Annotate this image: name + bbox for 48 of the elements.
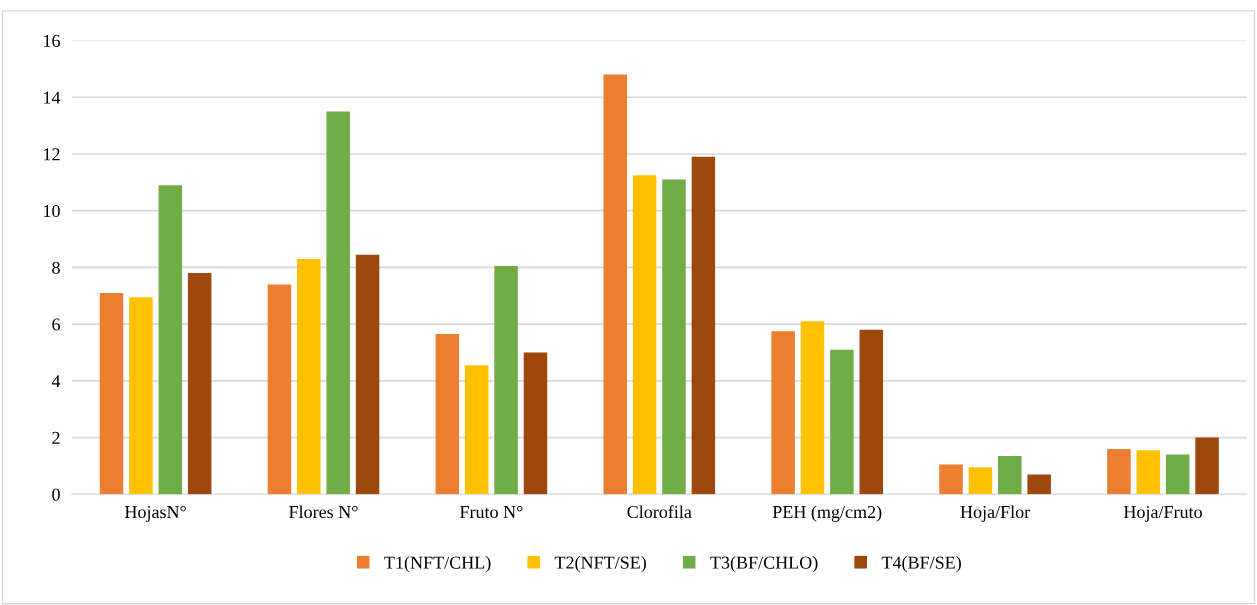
bar xyxy=(1136,450,1161,495)
bar xyxy=(158,185,183,495)
legend-label: T3(BF/CHLO) xyxy=(710,556,818,573)
x-tick-label: PEH (mg/cm2) xyxy=(772,505,882,522)
y-tick-label: 0 xyxy=(52,488,60,501)
y-tick-label: 10 xyxy=(44,204,60,218)
y-tick-label: 6 xyxy=(52,318,60,331)
bar xyxy=(355,254,380,495)
legend-label: T4(BF/SE) xyxy=(881,556,961,573)
y-tick-label: 14 xyxy=(44,91,61,104)
x-tick-label: Hoja/Fruto xyxy=(1123,505,1202,522)
bar xyxy=(523,352,548,495)
bar xyxy=(494,265,518,495)
bar xyxy=(662,179,686,495)
bar xyxy=(1107,448,1131,495)
x-tick-label: Fruto N° xyxy=(459,505,523,519)
bar xyxy=(939,464,963,495)
bar xyxy=(1165,454,1190,495)
legend-label: T2(NFT/SE) xyxy=(554,556,646,573)
bar xyxy=(800,321,825,495)
bar xyxy=(998,456,1022,495)
bar xyxy=(326,111,350,495)
y-tick-label: 12 xyxy=(44,148,60,161)
bar xyxy=(267,284,292,495)
bar xyxy=(187,273,212,495)
y-tick-label: 8 xyxy=(52,261,60,274)
bar xyxy=(435,334,460,495)
bar xyxy=(632,175,657,495)
x-tick-label: HojasN° xyxy=(124,505,186,522)
x-tick-label: Clorofila xyxy=(627,505,692,519)
x-tick-label: Hoja/Flor xyxy=(960,505,1031,522)
bar xyxy=(859,329,884,495)
bar xyxy=(1195,437,1219,495)
bar xyxy=(830,349,854,495)
bar xyxy=(1027,474,1051,495)
bar xyxy=(603,74,627,495)
bar xyxy=(771,331,795,495)
bar xyxy=(968,467,993,495)
bar xyxy=(297,258,321,495)
bar xyxy=(691,156,716,495)
y-tick-label: 16 xyxy=(44,34,60,47)
bar xyxy=(464,365,489,495)
bar xyxy=(129,297,153,495)
x-tick-label: Flores N° xyxy=(289,505,358,519)
y-tick-label: 2 xyxy=(52,431,60,444)
y-tick-label: 4 xyxy=(51,375,61,388)
bar xyxy=(99,292,124,495)
legend-label: T1(NFT/CHL) xyxy=(384,556,491,573)
